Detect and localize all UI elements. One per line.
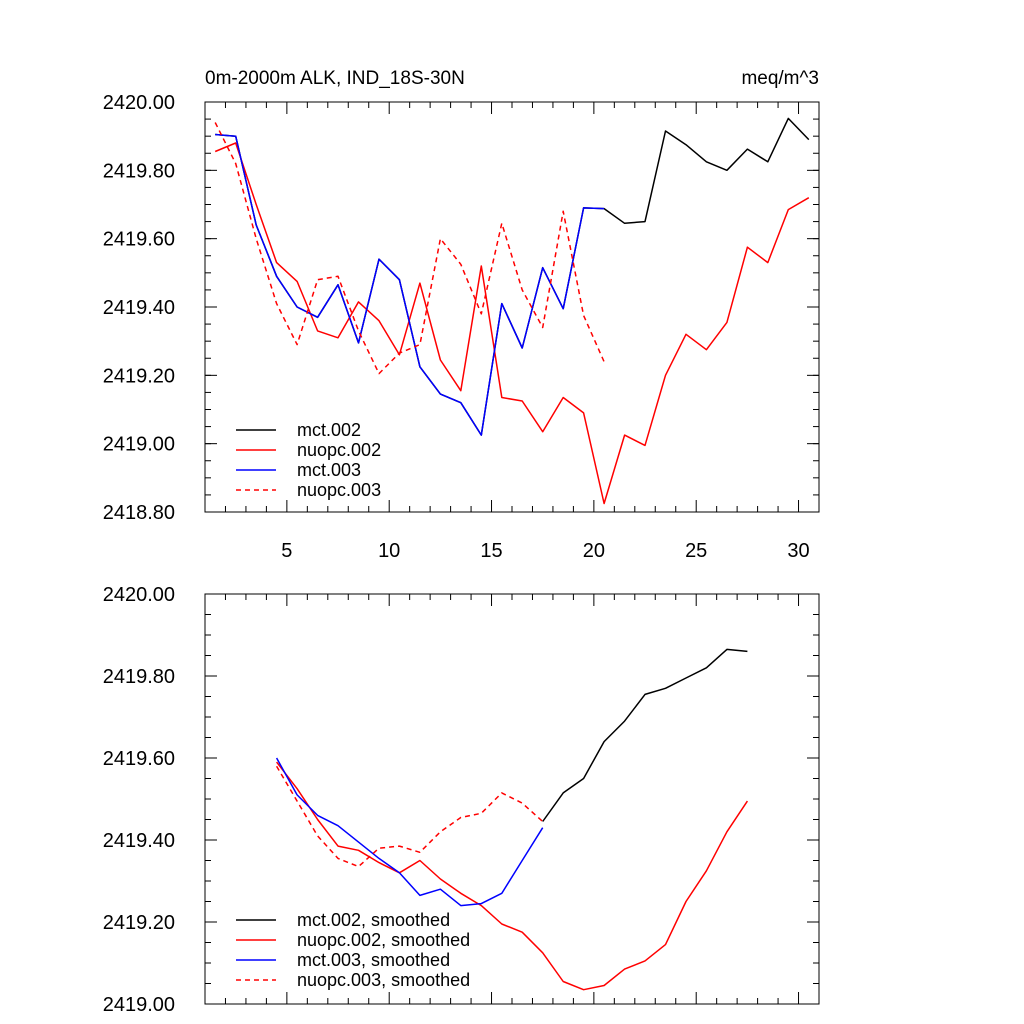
legend-label: mct.002, smoothed: [297, 910, 450, 930]
x-tick-label: 5: [281, 540, 292, 562]
y-tick-label: 2419.20: [103, 912, 175, 934]
units-label: meq/m^3: [741, 68, 819, 89]
legend-label: mct.002: [297, 420, 361, 440]
y-tick-label: 2419.00: [103, 434, 175, 456]
legend-label: nuopc.002: [297, 440, 381, 460]
series-line-nuopc-003: [214, 122, 605, 375]
y-tick-label: 2419.20: [103, 365, 175, 387]
legend-label: nuopc.003, smoothed: [297, 970, 470, 990]
x-tick-label: 25: [685, 540, 707, 562]
y-tick-label: 2419.80: [103, 160, 175, 182]
y-tick-label: 2418.80: [103, 502, 175, 524]
legend-label: mct.003, smoothed: [297, 950, 450, 970]
y-tick-label: 2419.40: [103, 297, 175, 319]
series-line-mct-002-smoothed: [542, 648, 748, 822]
y-tick-label: 2419.00: [103, 994, 175, 1016]
chart-panel-2: 2419.00 2419.20 2419.40 2419.60 2419.80 2420.…: [103, 584, 820, 1016]
x-tick-label: 15: [480, 540, 502, 562]
y-tick-label: 2420.00: [103, 92, 175, 114]
y-tick-label: 2419.60: [103, 229, 175, 251]
x-tick-label: 20: [583, 540, 605, 562]
y-tick-label: 2419.60: [103, 748, 175, 770]
y-tick-label: 2419.40: [103, 830, 175, 852]
x-tick-label: 30: [787, 540, 809, 562]
series-line-mct-003: [215, 133, 605, 436]
series-line-nuopc-003-smoothed: [275, 765, 544, 868]
y-tick-label: 2420.00: [103, 584, 175, 606]
series-line-mct-002: [215, 117, 810, 436]
series-line-mct-003-smoothed: [275, 757, 544, 907]
x-tick-label: 10: [378, 540, 400, 562]
legend-label: mct.003: [297, 460, 361, 480]
series-line-nuopc-002: [214, 142, 810, 505]
y-tick-label: 2419.80: [103, 666, 175, 688]
chart-panel-1: 0m-2000m ALK, IND_18S-30N meq/m^3 2418.80 2…: [103, 68, 820, 562]
legend-label: nuopc.003: [297, 480, 381, 500]
series-line-nuopc-002-smoothed: [276, 761, 749, 991]
chart-title: 0m-2000m ALK, IND_18S-30N: [205, 68, 465, 89]
legend-label: nuopc.002, smoothed: [297, 930, 470, 950]
